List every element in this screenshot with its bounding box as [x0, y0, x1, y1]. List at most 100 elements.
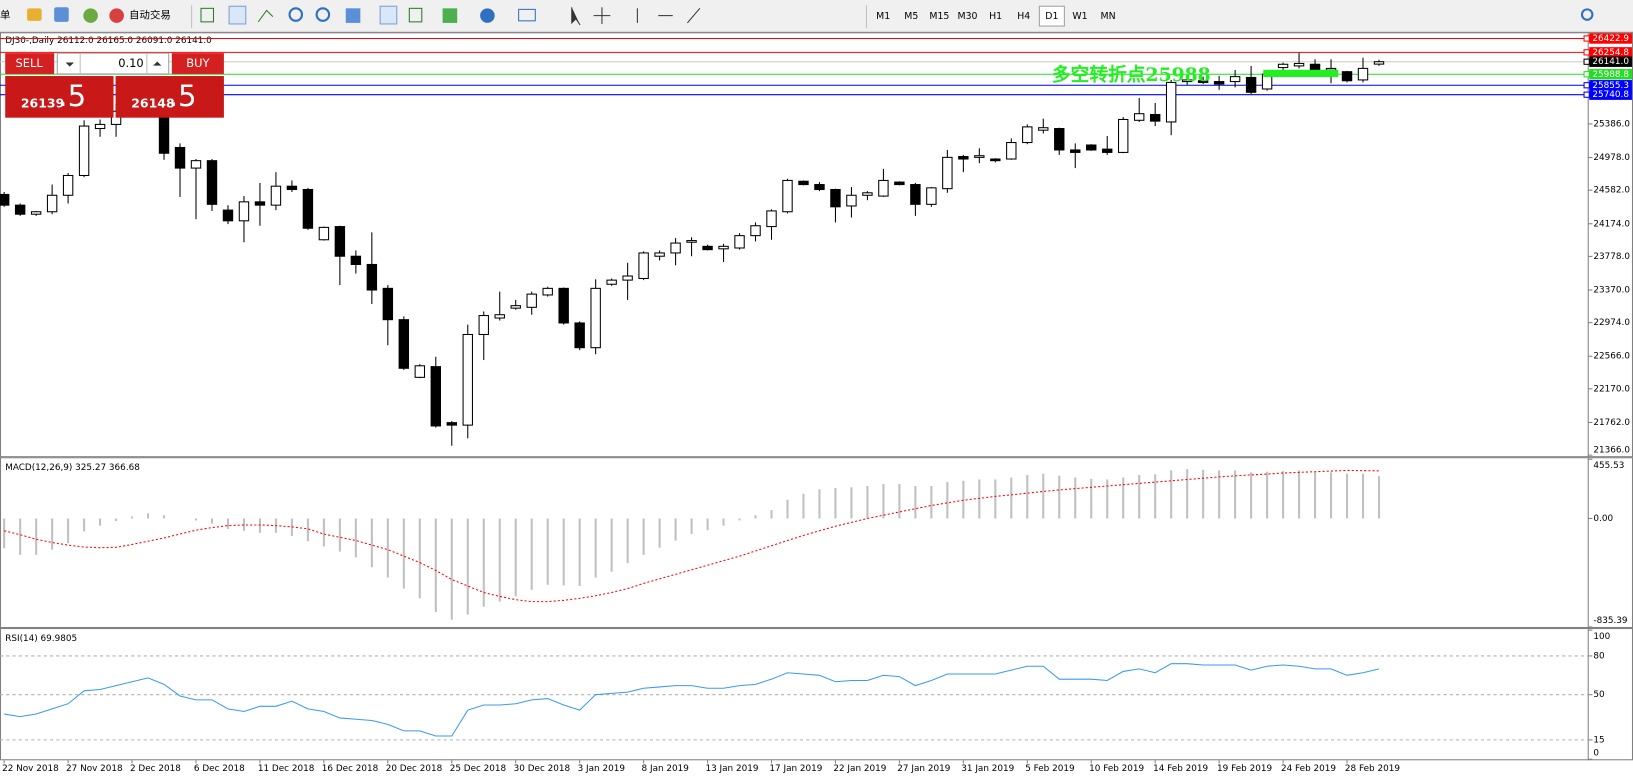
- icon[interactable]: [408, 7, 423, 23]
- candle-body: [974, 155, 985, 158]
- icon[interactable]: [442, 8, 458, 23]
- icon[interactable]: [686, 7, 701, 24]
- icon[interactable]: [83, 8, 98, 23]
- timeframe[interactable]: M30: [958, 11, 978, 22]
- candle-body: [750, 225, 761, 237]
- candle-body: [382, 287, 394, 321]
- x-tick-label: 2 Dec 2018: [130, 764, 181, 774]
- candle-body: [446, 422, 457, 426]
- candle-body: [1293, 62, 1305, 67]
- y-tick-label: 24582.0: [1593, 186, 1630, 196]
- x-tick-label: 13 Jan 2019: [705, 764, 758, 774]
- x-tick-label: 22 Nov 2018: [2, 764, 59, 774]
- icon[interactable]: [288, 7, 304, 22]
- icon[interactable]: [379, 5, 398, 25]
- candle-body: [1102, 148, 1113, 153]
- level-label-bg: [1589, 89, 1632, 100]
- active-timeframe[interactable]: [1038, 5, 1065, 27]
- candle-body: [1277, 63, 1289, 69]
- timeframe[interactable]: MN: [1101, 11, 1116, 22]
- candle-body: [1149, 114, 1161, 122]
- lot-value[interactable]: 0.10: [118, 56, 143, 70]
- level-label: 26422.9: [1592, 34, 1629, 44]
- x-tick-label: 24 Feb 2019: [1281, 764, 1336, 774]
- candle-body: [206, 160, 218, 205]
- candle-body: [30, 211, 42, 215]
- candle-body: [670, 242, 681, 254]
- y-tick-label: 0: [1593, 749, 1599, 759]
- candle-body: [814, 184, 825, 191]
- sell-label[interactable]: SELL: [16, 56, 44, 70]
- timeframe[interactable]: H4: [1017, 11, 1030, 22]
- candle-body: [46, 194, 58, 213]
- candle-body: [238, 201, 250, 222]
- candle-body: [1309, 63, 1321, 71]
- candle-body: [286, 185, 298, 191]
- icon[interactable]: [200, 7, 215, 23]
- x-tick-label: 27 Jan 2019: [897, 764, 950, 774]
- x-tick-label: 31 Jan 2019: [961, 764, 1014, 774]
- candle-body: [1245, 76, 1257, 93]
- sell-button[interactable]: [5, 53, 55, 74]
- candle-body: [334, 226, 346, 257]
- timeframe[interactable]: D1: [1045, 11, 1058, 22]
- candle-body: [1006, 142, 1017, 160]
- x-tick-label: 11 Dec 2018: [258, 764, 315, 774]
- candle-body: [0, 193, 10, 206]
- candle-body: [1373, 61, 1385, 65]
- ask-box[interactable]: [115, 76, 224, 118]
- timeframes: M1 M5 M15 M30 H1 H4 D1 W1 MN: [876, 5, 1116, 27]
- candle-body: [254, 201, 266, 206]
- y-tick-label: 24174.0: [1593, 219, 1630, 229]
- icon[interactable]: [257, 9, 274, 23]
- timeframe[interactable]: H1: [989, 11, 1002, 22]
- level-marker: [1583, 58, 1590, 65]
- candle-body: [830, 188, 841, 208]
- icon[interactable]: [518, 8, 536, 22]
- timeframe[interactable]: M1: [876, 11, 890, 22]
- y-tick-label: 24978.0: [1593, 153, 1630, 163]
- candle-body: [798, 180, 809, 186]
- auto-trade[interactable]: 自动交易: [129, 9, 171, 22]
- x-tick-label: 20 Dec 2018: [386, 764, 443, 774]
- candle-body: [78, 125, 90, 177]
- candle-body: [686, 240, 697, 243]
- icon[interactable]: [27, 8, 42, 21]
- buy-button[interactable]: [171, 53, 224, 74]
- timeframe[interactable]: W1: [1072, 11, 1087, 22]
- y-tick-label: 21366.0: [1593, 445, 1630, 455]
- candle-body: [414, 365, 426, 378]
- search-icon[interactable]: [1580, 8, 1594, 21]
- spin-up[interactable]: [153, 61, 162, 66]
- icon[interactable]: [54, 7, 69, 22]
- timeframe[interactable]: M5: [904, 11, 918, 22]
- level-marker: [1583, 49, 1590, 56]
- icon[interactable]: [480, 8, 495, 23]
- candle-body: [1133, 113, 1145, 121]
- charts: 25386.0 24978.0 24582.0 24174.0 23778.0 23370…: [0, 32, 1633, 774]
- level-label: 26141.0: [1592, 57, 1629, 67]
- bid-box[interactable]: [5, 76, 114, 118]
- icon[interactable]: [228, 5, 247, 25]
- buy-label[interactable]: BUY: [186, 56, 210, 70]
- level-label: 25855.3: [1592, 81, 1629, 91]
- icon[interactable]: [571, 7, 581, 26]
- panel-frame: [0, 32, 1633, 458]
- spin-down[interactable]: [65, 62, 74, 67]
- timeframe[interactable]: M15: [929, 11, 949, 22]
- lot-input[interactable]: [56, 52, 170, 75]
- y-tick-label: -835.39: [1593, 616, 1627, 626]
- candle-body: [190, 160, 202, 169]
- candle-body: [494, 314, 505, 319]
- annotation: 多空转折点25988: [1052, 64, 1211, 86]
- icon[interactable]: [345, 8, 361, 23]
- candle-body: [222, 209, 234, 222]
- y-tick-label: 25386.0: [1593, 119, 1630, 129]
- auto-trade-icon[interactable]: [109, 8, 124, 23]
- level-marker: [1583, 91, 1590, 98]
- candle-body: [718, 245, 729, 250]
- y-tick-label: 23778.0: [1593, 252, 1630, 262]
- candle-body: [1022, 126, 1033, 144]
- icon[interactable]: [315, 7, 331, 22]
- candle-body: [894, 181, 905, 186]
